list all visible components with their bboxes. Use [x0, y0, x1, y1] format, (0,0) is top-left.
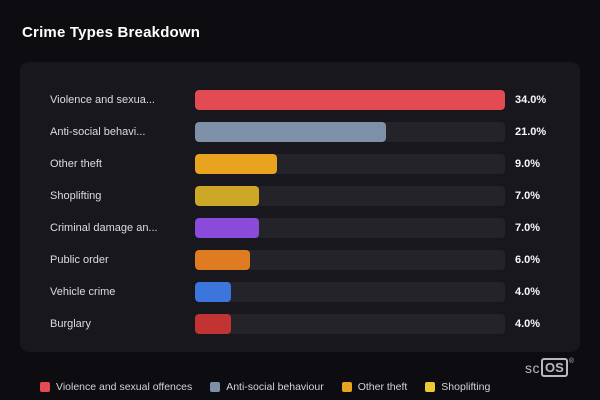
legend-swatch — [341, 382, 352, 392]
bar-value-label: 4.0% — [515, 286, 541, 298]
bar-fill[interactable] — [195, 282, 232, 302]
legend-swatch — [40, 382, 50, 392]
legend: Violence and sexual offences Anti-social… — [40, 381, 490, 393]
legend-swatch — [425, 382, 436, 392]
page-title: Crime Types Breakdown — [22, 24, 201, 41]
bar-track — [195, 90, 505, 110]
bar-value-label: 4.0% — [515, 318, 541, 330]
scos-logo: sc OS ® — [525, 358, 574, 377]
legend-item[interactable]: Anti-social behaviour — [210, 381, 324, 393]
legend-label: Other theft — [357, 381, 408, 393]
bar-row: Other theft 9.0% — [50, 154, 565, 174]
legend-item[interactable]: Shoplifting — [425, 381, 490, 393]
legend-item[interactable]: Violence and sexual offences — [40, 381, 192, 393]
bar-track — [195, 154, 505, 174]
bar-category-label: Violence and sexua... — [50, 94, 155, 106]
legend-label: Violence and sexual offences — [56, 381, 193, 393]
bar-category-label: Vehicle crime — [50, 286, 116, 298]
bar-category-label: Shoplifting — [50, 190, 102, 202]
legend-item[interactable]: Other theft — [341, 381, 408, 393]
bar-track — [195, 122, 505, 142]
bar-track — [195, 186, 505, 206]
bar-value-label: 34.0% — [515, 94, 547, 106]
bar-row: Burglary 4.0% — [50, 314, 565, 334]
bar-row: Public order 6.0% — [50, 250, 565, 270]
chart-card: Violence and sexua... 34.0% Anti-social … — [20, 62, 580, 352]
bar-chart: Violence and sexua... 34.0% Anti-social … — [50, 90, 565, 334]
bar-track — [195, 282, 505, 302]
bar-value-label: 6.0% — [515, 254, 541, 266]
bar-value-label: 9.0% — [515, 158, 541, 170]
bar-row: Vehicle crime 4.0% — [50, 282, 565, 302]
bar-category-label: Burglary — [50, 318, 91, 330]
bar-category-label: Public order — [50, 254, 109, 266]
bar-category-label: Other theft — [50, 158, 102, 170]
bar-row: Shoplifting 7.0% — [50, 186, 565, 206]
bar-track — [195, 314, 505, 334]
bar-track — [195, 218, 505, 238]
bar-track — [195, 250, 505, 270]
bar-row: Violence and sexua... 34.0% — [50, 90, 565, 110]
bar-fill[interactable] — [195, 186, 259, 206]
bar-value-label: 7.0% — [515, 222, 541, 234]
legend-swatch — [210, 382, 221, 392]
bar-category-label: Anti-social behavi... — [50, 126, 146, 138]
bar-row: Criminal damage an... 7.0% — [50, 218, 565, 238]
bar-value-label: 21.0% — [515, 126, 547, 138]
logo-text-prefix: sc — [525, 359, 541, 376]
bar-fill[interactable] — [195, 218, 259, 238]
legend-label: Shoplifting — [441, 381, 491, 393]
logo-text-boxed: OS — [541, 358, 568, 377]
bar-value-label: 7.0% — [515, 190, 541, 202]
bar-fill[interactable] — [195, 90, 505, 110]
bar-row: Anti-social behavi... 21.0% — [50, 122, 565, 142]
legend-label: Anti-social behaviour — [226, 381, 324, 393]
bar-category-label: Criminal damage an... — [50, 222, 158, 234]
bar-fill[interactable] — [195, 250, 250, 270]
bar-fill[interactable] — [195, 154, 278, 174]
bar-fill[interactable] — [195, 314, 232, 334]
bar-fill[interactable] — [195, 122, 387, 142]
registered-mark: ® — [568, 358, 574, 365]
